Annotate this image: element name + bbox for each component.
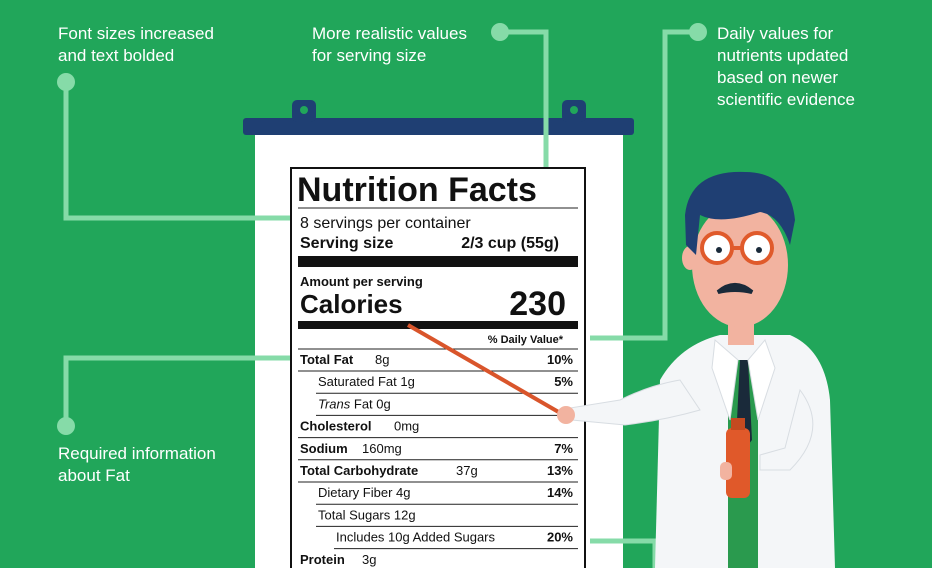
nutrient-name-text: Total Sugars 12g [318,507,416,522]
nutrient-dv: 20% [547,530,573,545]
nutrient-name: Sodium [300,441,348,456]
nutrient-name-text: Total Fat [300,352,354,367]
nutrient-dv: 5% [554,374,573,389]
connector [63,355,290,426]
connector [590,538,658,568]
serving-size: 2/3 cup (55g) [461,235,559,252]
nutrient-name-text: Protein [300,552,345,567]
nutrient-rows: Total Fat 8g 10% Saturated Fat 1g 5% Trans Fa… [298,352,578,567]
nutrient-amount: 8g [375,352,389,367]
connector-dot [689,23,707,41]
serving-size-label: Serving size [300,235,393,252]
annotation: based on newer [717,68,838,87]
nutrient-amount: 0mg [394,419,419,434]
annotation: for serving size [312,46,426,65]
board-header [243,118,634,135]
calories-label: Calories [300,289,403,319]
connector-dot [491,23,509,41]
nutrient-name-text: Saturated Fat 1g [318,374,415,389]
nutrient-name: Total Fat [300,352,354,367]
nutrient-name: Trans Fat 0g [318,396,391,411]
nutrient-name-text: Cholesterol [300,419,372,434]
nutrient-name: Cholesterol [300,419,372,434]
servings: 8 servings per container [300,215,471,232]
nutrient-name: Protein [300,552,345,567]
connector [63,82,290,221]
nutrient-name: Saturated Fat 1g [318,374,415,389]
dv-header: % Daily Value* [488,334,564,346]
pointer [406,323,564,416]
nutrient-name: Total Sugars 12g [318,507,416,522]
annotation: about Fat [58,466,130,485]
connector-dot [57,417,75,435]
connector [500,29,549,226]
nutrient-name: Total Carbohydrate [300,463,418,478]
nutrient-amount: 3g [362,552,376,567]
nutrient-italic: Trans [318,396,351,411]
nutrient-name-text: Sodium [300,441,348,456]
connector-dot [57,73,75,91]
annotation: scientific evidence [717,90,855,109]
nutrient-name: Dietary Fiber 4g [318,485,410,500]
calories: 230 [509,285,566,323]
nutrient-dv: 7% [554,441,573,456]
label-title: Nutrition Facts [297,171,537,209]
annotation: Required information [58,444,216,463]
nutrient-dv: 10% [547,352,573,367]
nutrient-name-text: Total Carbohydrate [300,463,418,478]
annotation: Font sizes increased [58,24,214,43]
nutrient-amount: 37g [456,463,478,478]
nutrient-amount: 160mg [362,441,402,456]
nutrient-dv: 13% [547,463,573,478]
annotation: and text bolded [58,46,174,65]
annotation: Daily values for [717,24,834,43]
annotation: nutrients updated [717,46,848,65]
nutrient-name: Includes 10g Added Sugars [336,530,496,545]
nutrient-name-text: Includes 10g Added Sugars [336,530,496,545]
nutrient-dv: 14% [547,485,573,500]
scientist [557,171,835,568]
connector [590,29,698,341]
nutrient-name-text: Dietary Fiber 4g [318,485,410,500]
label-box [290,167,586,568]
annotation: More realistic values [312,24,467,43]
amount-per-serving: Amount per serving [300,274,423,289]
nutrient-name-text: Fat 0g [354,396,391,411]
